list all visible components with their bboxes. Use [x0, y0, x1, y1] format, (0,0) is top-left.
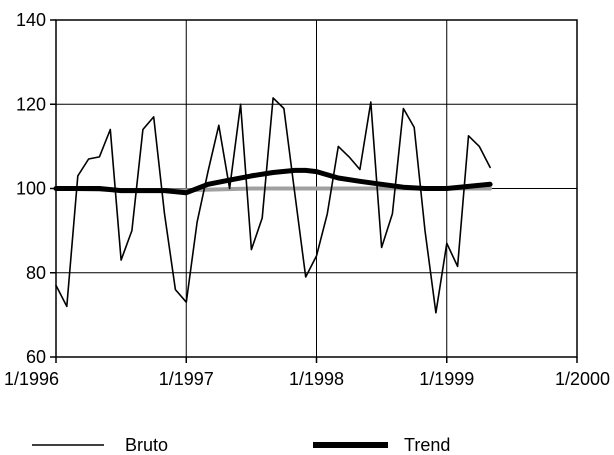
series-line-bruto: [55, 97, 491, 314]
x-tick-label: 1/1998: [289, 369, 344, 389]
legend-label-bruto: Bruto: [125, 435, 168, 455]
y-tick-label: 80: [26, 263, 46, 283]
plot-area-frame: [55, 19, 578, 358]
y-tick-label: 140: [16, 10, 46, 30]
legend-label-trend: Trend: [404, 435, 450, 455]
x-tick-label: 1/1996: [4, 369, 59, 389]
x-tick-label: 1/1999: [419, 369, 474, 389]
chart-series: [53, 97, 493, 314]
y-tick-label: 60: [26, 347, 46, 367]
series-line-trend: [53, 167, 493, 196]
y-tick-label: 120: [16, 94, 46, 114]
y-tick-label: 100: [16, 179, 46, 199]
x-tick-label: 1/1997: [159, 369, 214, 389]
x-axis-ticks: 1/1996 1/1997 1/1998 1/1999 1/2000: [4, 357, 610, 389]
chart-legend: Bruto Trend: [32, 435, 450, 455]
y-axis-ticks: 60 80 100 120 140: [16, 10, 56, 367]
x-tick-label: 1/2000: [555, 369, 610, 389]
